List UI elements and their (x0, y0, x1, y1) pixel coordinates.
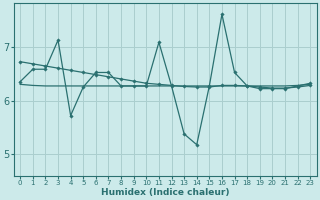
X-axis label: Humidex (Indice chaleur): Humidex (Indice chaleur) (101, 188, 229, 197)
